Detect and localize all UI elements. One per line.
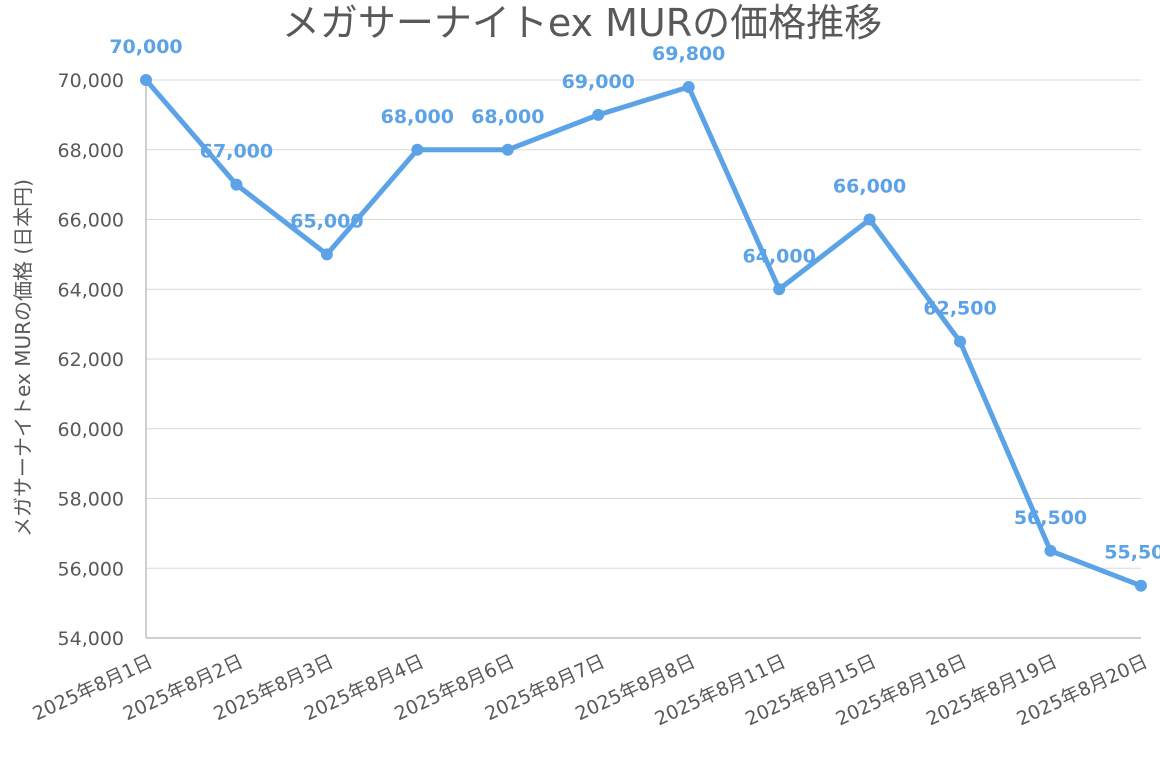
gridlines — [146, 79, 1141, 569]
y-tick-label: 64,000 — [58, 279, 124, 301]
y-tick-label: 68,000 — [58, 140, 124, 162]
data-label: 65,000 — [290, 210, 363, 232]
data-label: 69,800 — [652, 43, 725, 65]
data-point — [1044, 544, 1057, 557]
data-labels: 70,000 67,000 65,000 68,000 68,000 69,000 69,8… — [109, 36, 1160, 564]
y-tick-label: 56,000 — [58, 558, 124, 580]
data-point — [863, 213, 876, 226]
y-tick-label: 62,000 — [58, 349, 124, 371]
series-line — [143, 77, 1144, 589]
y-tick-label: 60,000 — [58, 419, 124, 441]
axes — [145, 80, 1141, 639]
y-tick-label: 66,000 — [58, 210, 124, 232]
data-point — [411, 143, 424, 156]
data-label: 67,000 — [200, 141, 273, 163]
data-point — [682, 80, 695, 93]
y-axis-ticks: 54,000 56,000 58,000 60,000 62,000 64,000 66,0… — [58, 70, 124, 650]
data-label: 55,500 — [1104, 542, 1160, 564]
data-label: 69,000 — [562, 71, 635, 93]
y-tick-label: 58,000 — [58, 489, 124, 511]
y-tick-label: 70,000 — [58, 70, 124, 92]
data-point — [592, 108, 605, 121]
chart-title: メガサーナイトex MURの価格推移 — [282, 1, 882, 45]
data-label: 62,500 — [923, 298, 996, 320]
series-layer — [140, 74, 1147, 592]
data-point — [501, 143, 514, 156]
data-point — [230, 178, 243, 191]
y-tick-label: 54,000 — [58, 628, 124, 650]
data-point — [773, 283, 786, 296]
data-label: 64,000 — [742, 245, 815, 267]
y-axis-title: メガサーナイトex MURの価格 (日本円) — [11, 179, 35, 537]
data-label: 68,000 — [381, 106, 454, 128]
data-label: 70,000 — [109, 36, 182, 58]
data-point — [954, 335, 967, 348]
data-point — [1134, 579, 1147, 592]
data-label: 68,000 — [471, 106, 544, 128]
data-label: 56,500 — [1014, 507, 1087, 529]
data-label: 66,000 — [833, 176, 906, 198]
x-axis-ticks: 2025年8月1日2025年8月2日2025年8月3日2025年8月4日2025… — [29, 651, 1151, 731]
data-point — [320, 248, 333, 261]
data-point — [140, 74, 152, 86]
